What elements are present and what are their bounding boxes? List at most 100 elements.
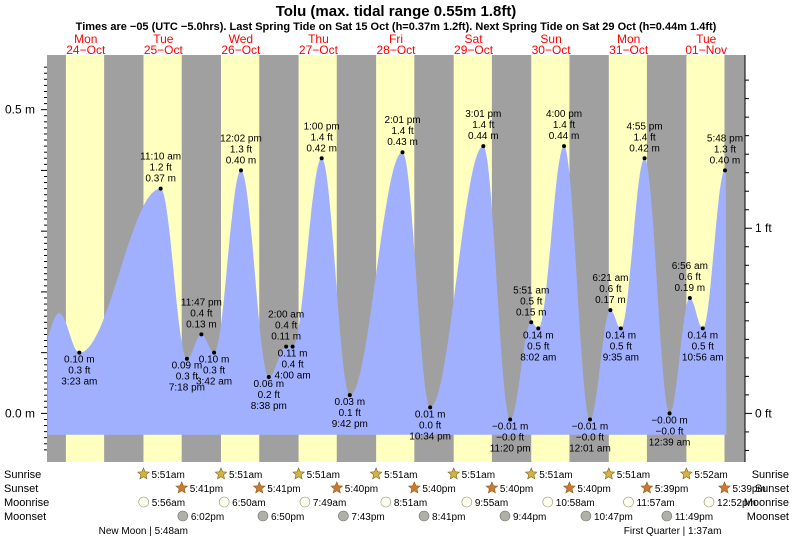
moonset-icon	[338, 510, 349, 522]
tide-label: 5:48 pm	[707, 133, 743, 144]
moonrise-icon	[703, 496, 715, 508]
tide-point	[319, 156, 324, 161]
moon-phase-label: New Moon | 5:48am	[99, 526, 188, 537]
tide-point	[700, 326, 705, 331]
tide-label: 0.6 ft	[679, 272, 701, 283]
tide-label: 0.14 m	[523, 330, 554, 341]
moonrise-time: 5:56am	[152, 498, 185, 509]
sun-star-icon	[524, 467, 538, 480]
tide-label: 0.3 ft	[68, 366, 90, 377]
tide-label: 4:00 pm	[546, 109, 582, 120]
tide-point	[667, 411, 672, 416]
sunrise-time: 5:51am	[151, 470, 184, 481]
moonrise-icon	[218, 496, 230, 508]
tide-label: 10:56 am	[682, 352, 724, 363]
tide-label: 4:55 pm	[626, 121, 662, 132]
moonrise-time: 9:55am	[475, 498, 508, 509]
chart-subtitle: Times are −05 (UTC −5.0hrs). Last Spring…	[76, 21, 717, 33]
moonset-time: 8:41pm	[432, 512, 465, 523]
sunset-time: 5:40pm	[422, 484, 455, 495]
day-date: 29−Oct	[454, 43, 494, 57]
left-tick-label: 0.0 m	[5, 406, 35, 420]
tide-label: 0.11 m	[278, 349, 308, 360]
tide-label: 6:21 am	[592, 273, 628, 284]
tide-label: 0.6 ft	[599, 284, 621, 295]
tide-label: 9:42 pm	[332, 419, 368, 430]
tide-point	[199, 332, 204, 337]
day-date: 01−Nov	[685, 43, 727, 57]
sun-star-icon	[330, 481, 344, 494]
tide-label: 0.44 m	[549, 131, 580, 142]
tide-point	[642, 156, 647, 161]
tide-label: 0.5 ft	[527, 341, 549, 352]
sun-star-icon	[447, 467, 461, 480]
moonset-time: 6:50pm	[271, 512, 304, 523]
tide-point	[587, 417, 592, 422]
day-date: 25−Oct	[144, 43, 184, 57]
y-axes: 0.0 m 0.5 m 1 ft 0 ft	[5, 55, 772, 462]
tide-label: 0.14 m	[687, 330, 718, 341]
tide-point	[347, 393, 352, 398]
day-headers: Mon24−OctTue25−OctWed26−OctThu27−OctFri2…	[66, 32, 727, 57]
tide-curve-area	[48, 146, 727, 435]
day-name: Tue	[696, 32, 717, 46]
sun-star-icon	[485, 481, 499, 494]
tide-point	[722, 168, 727, 173]
tide-label: 0.14 m	[606, 330, 637, 341]
sunrise-time: 5:51am	[229, 470, 262, 481]
sunset-time: 5:41pm	[190, 484, 223, 495]
tide-label: 0.4 ft	[281, 360, 303, 371]
tide-label: 0.3 ft	[203, 366, 225, 377]
sun-star-icon	[252, 481, 266, 494]
tide-label: 12:02 pm	[220, 133, 262, 144]
moonset-icon	[257, 510, 269, 522]
tide-label: 0.10 m	[64, 355, 95, 366]
tide-label: 11:20 pm	[490, 443, 531, 454]
moonrise-icon	[299, 496, 311, 508]
tide-label: 12:01 am	[569, 443, 611, 454]
tide-point	[481, 144, 486, 149]
moonrise-time: 7:49am	[313, 498, 346, 509]
tide-point	[158, 186, 163, 191]
tide-point	[608, 308, 613, 313]
tide-label: 0.42 m	[306, 143, 337, 154]
tide-label: 7:18 pm	[169, 383, 205, 394]
tide-label: 5:51 am	[513, 285, 549, 296]
right-tick-label: 0 ft	[755, 406, 772, 420]
tide-label: 0.40 m	[710, 155, 741, 166]
tide-label: 0.0 ft	[419, 420, 441, 431]
tide-label: 10:34 pm	[409, 431, 451, 442]
sun-star-icon	[718, 481, 731, 494]
day-date: 31−Oct	[609, 43, 649, 57]
tide-label: 0.09 m	[172, 361, 203, 372]
day-name: Tue	[153, 32, 174, 46]
day-date: 26−Oct	[221, 43, 261, 57]
tide-label: 0.4 ft	[275, 321, 297, 332]
tide-label: −0.0 ft	[496, 432, 524, 443]
tide-label: 1.4 ft	[553, 120, 575, 131]
tide-point	[77, 350, 82, 355]
tide-label: 0.44 m	[468, 131, 499, 142]
tide-point	[284, 344, 289, 349]
tide-label: 1.2 ft	[150, 163, 172, 174]
tide-label: 4:00 am	[275, 371, 311, 382]
moonrise-icon	[138, 496, 150, 508]
sun-star-icon	[369, 467, 383, 480]
sunset-time: 5:39pm	[655, 484, 688, 495]
tide-label: 2:00 am	[268, 310, 304, 321]
moon-phase-label: First Quarter | 1:37am	[624, 526, 722, 537]
sunset-time: 5:39pm	[732, 484, 765, 495]
tide-label: 0.15 m	[516, 307, 547, 318]
astro-rows: Sunrise Sunrise Sunset Sunset Moonrise Moonri…	[4, 467, 789, 537]
tide-label: 11:10 am	[140, 152, 181, 163]
tide-label: 11:47 pm	[181, 297, 222, 308]
sunset-row-label-left: Sunset	[4, 483, 38, 495]
tide-label: 0.37 m	[145, 174, 176, 185]
tide-label: 9:35 am	[603, 352, 639, 363]
day-date: 30−Oct	[532, 43, 572, 57]
moonrise-icon	[380, 496, 392, 508]
sun-star-icon	[175, 481, 189, 494]
tide-label: 0.5 ft	[610, 341, 632, 352]
sun-star-icon	[602, 467, 616, 480]
